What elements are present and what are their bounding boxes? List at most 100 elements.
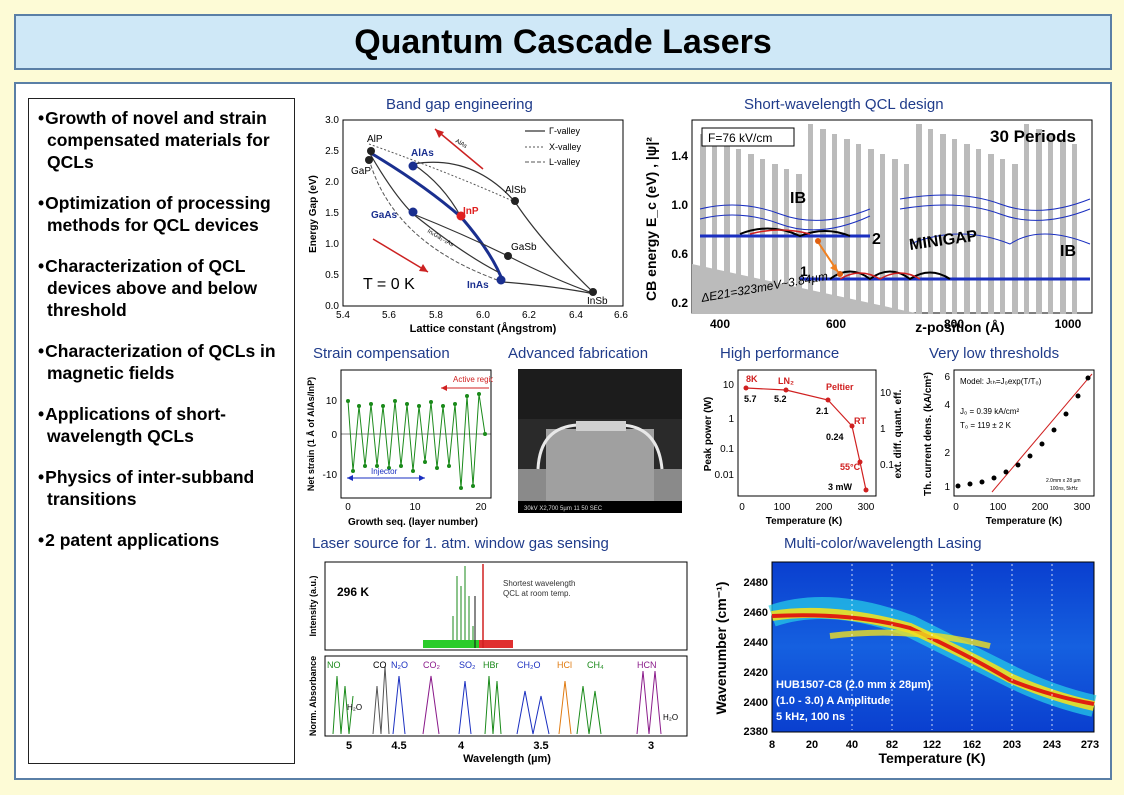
material-label: InAs <box>467 280 489 291</box>
threshold-figure: Model: Jₜₕ=J₀exp(T/T₀) J₀ = 0.39 kA/cm² … <box>923 369 1095 527</box>
tick-label: 0 <box>739 502 745 513</box>
material-label: InP <box>463 206 479 217</box>
tick-label: 300 <box>858 502 875 513</box>
tick-label: 122 <box>923 739 941 751</box>
device-label: 100ns, 5kHz <box>1050 486 1078 492</box>
level-label: 2 <box>872 231 881 248</box>
tick-label: 100 <box>774 502 791 513</box>
page-title: Quantum Cascade Lasers <box>354 22 772 61</box>
tick-label: 0 <box>331 430 337 441</box>
tick-label: 5.4 <box>336 310 350 321</box>
bullet-list: Growth of novel and strain compensated m… <box>28 98 295 764</box>
tick-label: 0.0 <box>325 301 339 312</box>
level-label: 1 <box>800 263 808 279</box>
species-label: HCl <box>557 660 572 670</box>
tick-label: 2440 <box>744 637 768 649</box>
tick-label: 800 <box>944 317 964 331</box>
tick-label: 400 <box>710 317 730 331</box>
caption-fab: Advanced fabrication <box>508 345 649 362</box>
species-label: SO₂ <box>459 660 476 670</box>
caption-multicolor: Multi-color/wavelength Lasing <box>784 535 982 552</box>
gas-sensing-figure: 296 K Shortest wavelength QCL at room te… <box>308 561 688 765</box>
species-label: CH₄ <box>587 660 604 670</box>
tick-label: 1000 <box>1055 317 1082 331</box>
tick-label: 6 <box>944 372 950 383</box>
annotation: Active region <box>453 375 493 384</box>
species-label: CH₂O <box>517 660 541 670</box>
tick-label: 5 <box>346 740 352 752</box>
tick-label: 6.2 <box>522 310 536 321</box>
axis-label: Intensity (a.u.) <box>308 575 318 636</box>
axis-label: Energy Gap (eV) <box>308 175 319 253</box>
species-label: CO₂ <box>423 660 441 670</box>
tick-label: 1 <box>880 424 886 435</box>
axis-label: Temperature (K) <box>766 516 843 527</box>
species-label: CO <box>373 660 387 670</box>
legend-entry: L-valley <box>549 157 581 167</box>
legend-entry: X-valley <box>549 142 582 152</box>
caption-thresh: Very low thresholds <box>929 345 1060 362</box>
tick-label: 600 <box>826 317 846 331</box>
performance-figure: 8K LN₂ Peltier RT 55°C 5.7 5.2 2.1 0.24 … <box>703 369 904 527</box>
barrier-pattern <box>700 124 1077 314</box>
caption-gas: Laser source for 1. atm. window gas sens… <box>312 535 609 552</box>
tick-label: 4 <box>458 740 465 752</box>
multicolor-figure: HUB1507-C8 (2.0 mm x 28µm) (1.0 - 3.0) A… <box>713 561 1099 766</box>
tick-label: -10 <box>323 470 338 481</box>
material-label: AlSb <box>505 185 527 196</box>
device-label: 2.0mm x 28 µm <box>1046 478 1081 484</box>
tick-label: 2420 <box>744 667 768 679</box>
caption-perf: High performance <box>720 345 840 362</box>
tick-label: 6.6 <box>614 310 628 321</box>
strain-figure: Active region Injector 0 10 20 10 0 -10 … <box>306 369 493 528</box>
species-label: H₂O <box>347 703 362 712</box>
qcl-design-figure: F=76 kV/cm 30 Periods IB IB MINIGAP 2 1 … <box>643 119 1093 335</box>
point-value: 2.1 <box>816 406 829 416</box>
bullet-item: Growth of novel and strain compensated m… <box>35 107 288 173</box>
axis-label: CB energy E_c (eV) , |ψ|² <box>643 137 659 301</box>
tick-label: 243 <box>1043 739 1061 751</box>
axis-label: Norm. Absorbance <box>308 656 318 736</box>
temperature-label: 296 K <box>337 585 369 599</box>
tick-label: 3.0 <box>325 115 339 126</box>
tick-label: 6.4 <box>569 310 583 321</box>
tick-label: 1 <box>944 482 950 493</box>
legend-entry: Γ-valley <box>549 126 580 136</box>
title-banner: Quantum Cascade Lasers <box>14 14 1112 70</box>
axis-label: Lattice constant (Ångstrom) <box>410 322 557 335</box>
tick-label: 4.5 <box>391 740 406 752</box>
species-label: HCN <box>637 660 657 670</box>
bullet-item: Physics of inter-subband transitions <box>35 466 288 510</box>
point-value: 5.7 <box>744 394 757 404</box>
tick-label: 0.5 <box>325 270 339 281</box>
tick-label: 2480 <box>744 577 768 589</box>
material-label: InSb <box>587 296 608 307</box>
info-label: HUB1507-C8 (2.0 mm x 28µm) <box>776 679 931 691</box>
tick-label: 162 <box>963 739 981 751</box>
model-label: Model: Jₜₕ=J₀exp(T/T₀) <box>960 377 1042 386</box>
diagonal-label: AlAs <box>454 139 468 150</box>
annotation: Shortest wavelength <box>503 579 576 588</box>
tick-label: 203 <box>1003 739 1021 751</box>
periods-label: 30 Periods <box>990 127 1076 146</box>
material-label: AlP <box>367 134 383 145</box>
tick-label: 2460 <box>744 607 768 619</box>
axis-label: Net strain (1 Å of AlAs/InP) <box>306 377 316 491</box>
material-label: GaAs <box>371 210 398 221</box>
tick-label: 0 <box>953 502 959 513</box>
region-label: IB <box>1060 243 1076 260</box>
tick-label: 40 <box>846 739 858 751</box>
axis-label: z-position (Å) <box>915 319 1004 335</box>
caption-strain: Strain compensation <box>313 345 450 362</box>
tick-label: 0 <box>345 502 351 513</box>
point-label: 8K <box>746 374 758 384</box>
point-label: LN₂ <box>778 376 794 386</box>
axis-label: Wavenumber (cm⁻¹) <box>713 582 729 715</box>
point-label: Peltier <box>826 382 854 392</box>
annotation: QCL at room temp. <box>503 589 571 598</box>
tick-label: 100 <box>990 502 1007 513</box>
tick-label: 0.6 <box>671 247 688 261</box>
bullet-item: Characterization of QCLs in magnetic fie… <box>35 340 288 384</box>
point-value: 0.24 <box>826 432 844 442</box>
tick-label: 0.1 <box>880 460 894 471</box>
